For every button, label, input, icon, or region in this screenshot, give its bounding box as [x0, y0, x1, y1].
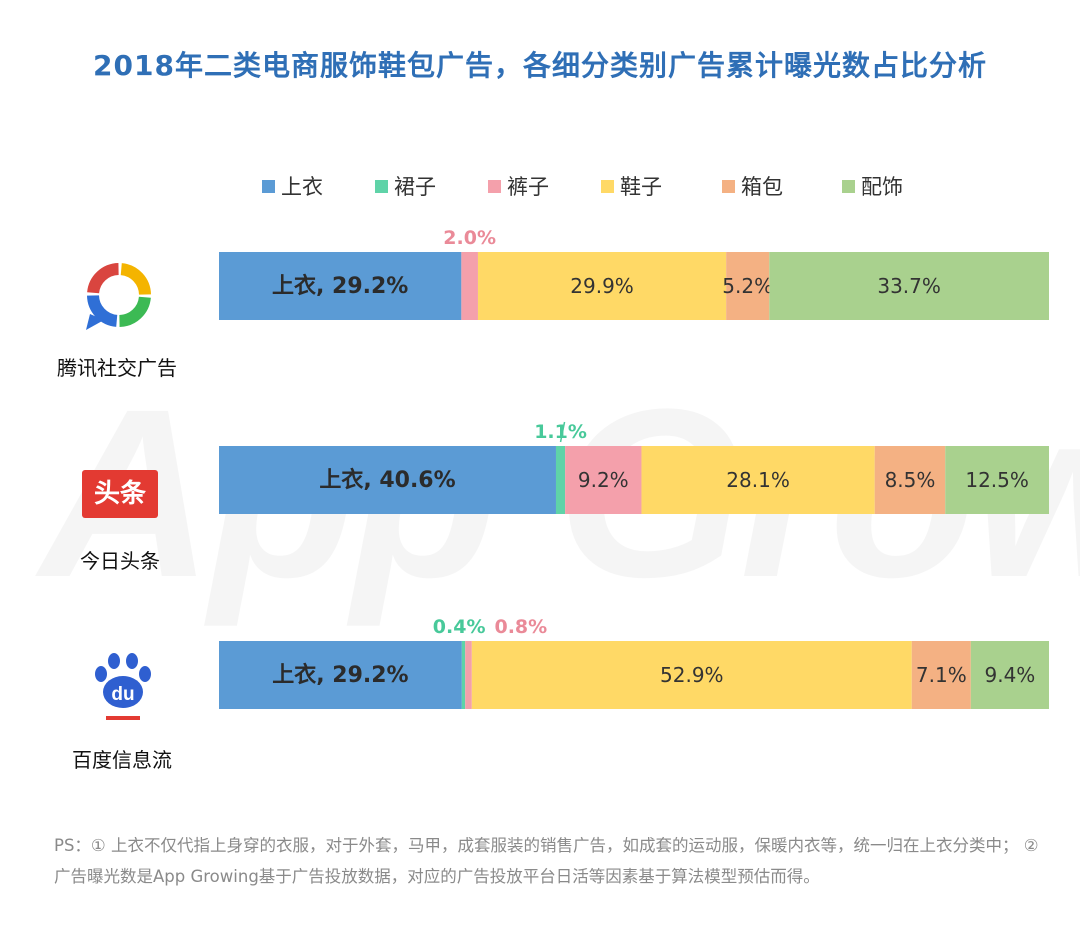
data-label-r2-s2: 0.8% — [494, 616, 547, 638]
baidu-paw-icon: du — [95, 653, 151, 720]
baidu-logo-text: du — [111, 684, 134, 705]
platform-label-toutiao: 今日头条 — [80, 549, 160, 573]
legend-swatch-0 — [262, 180, 275, 193]
data-label-r1-s0: 上衣, 40.6% — [319, 467, 455, 493]
platform-label-tencent: 腾讯社交广告 — [57, 356, 177, 380]
data-label-r1-s5: 12.5% — [965, 468, 1029, 492]
data-label-r1-s4: 8.5% — [885, 468, 936, 492]
data-label-r2-s5: 9.4% — [985, 663, 1036, 687]
data-label-r2-s0: 上衣, 29.2% — [272, 662, 408, 688]
bar-segment-r2-s2 — [465, 641, 472, 709]
bar-segment-r0-s0 — [219, 252, 462, 320]
data-label-r2-s3: 52.9% — [660, 663, 724, 687]
chart-title: 2018年二类电商服饰鞋包广告，各细分类别广告累计曝光数占比分析 — [93, 49, 987, 82]
leader-line — [559, 421, 566, 443]
legend-label-3: 鞋子 — [620, 175, 662, 199]
bar-segment-r1-s2 — [565, 446, 642, 514]
legend-label-2: 裤子 — [507, 175, 549, 199]
bar-segment-r1-s4 — [874, 446, 946, 514]
bar-segment-r1-s5 — [945, 446, 1049, 514]
legend-swatch-5 — [842, 180, 855, 193]
bar-segment-r1-s3 — [641, 446, 875, 514]
bar-segment-r2-s4 — [911, 641, 971, 709]
bar-segment-r0-s5 — [769, 252, 1049, 320]
legend-label-4: 箱包 — [741, 175, 783, 199]
legend-swatch-2 — [488, 180, 501, 193]
legend-swatch-3 — [601, 180, 614, 193]
data-label-r2-s1: 0.4% — [433, 616, 486, 638]
data-label-r2-s4: 7.1% — [916, 663, 967, 687]
data-label-r0-s4: 5.2% — [722, 274, 773, 298]
bar-segment-r0-s2 — [461, 252, 478, 320]
toutiao-icon: 头条 — [82, 470, 158, 518]
bar-segment-r2-s1 — [461, 641, 466, 709]
bar-segment-r0-s4 — [726, 252, 770, 320]
data-label-r1-s3: 28.1% — [726, 468, 790, 492]
data-label-r1-s1: 1.1% — [534, 421, 587, 443]
bar-segment-r0-s3 — [477, 252, 727, 320]
legend-label-1: 裙子 — [394, 175, 436, 199]
tencent-social-ads-icon — [86, 263, 151, 330]
data-label-r0-s0: 上衣, 29.2% — [272, 273, 408, 299]
data-label-r1-s2: 9.2% — [578, 468, 629, 492]
bar-segment-r2-s0 — [219, 641, 462, 709]
bar-segment-r1-s0 — [219, 446, 556, 514]
bar-segment-r2-s5 — [970, 641, 1049, 709]
platform-label-baidu: 百度信息流 — [72, 748, 172, 772]
data-label-r0-s2: 2.0% — [443, 227, 496, 249]
bar-segment-r1-s1 — [555, 446, 566, 514]
toutiao-logo-text: 头条 — [93, 479, 146, 509]
legend-swatch-1 — [375, 180, 388, 193]
footnote: PS：① 上衣不仅代指上身穿的衣服，对于外套，马甲，成套服装的销售广告，如成套的… — [54, 836, 1039, 886]
data-label-r0-s5: 33.7% — [877, 274, 941, 298]
legend-label-5: 配饰 — [861, 175, 903, 199]
bar-segment-r2-s3 — [471, 641, 912, 709]
legend-label-0: 上衣 — [281, 175, 323, 199]
data-label-r0-s3: 29.9% — [570, 274, 634, 298]
legend-swatch-4 — [722, 180, 735, 193]
